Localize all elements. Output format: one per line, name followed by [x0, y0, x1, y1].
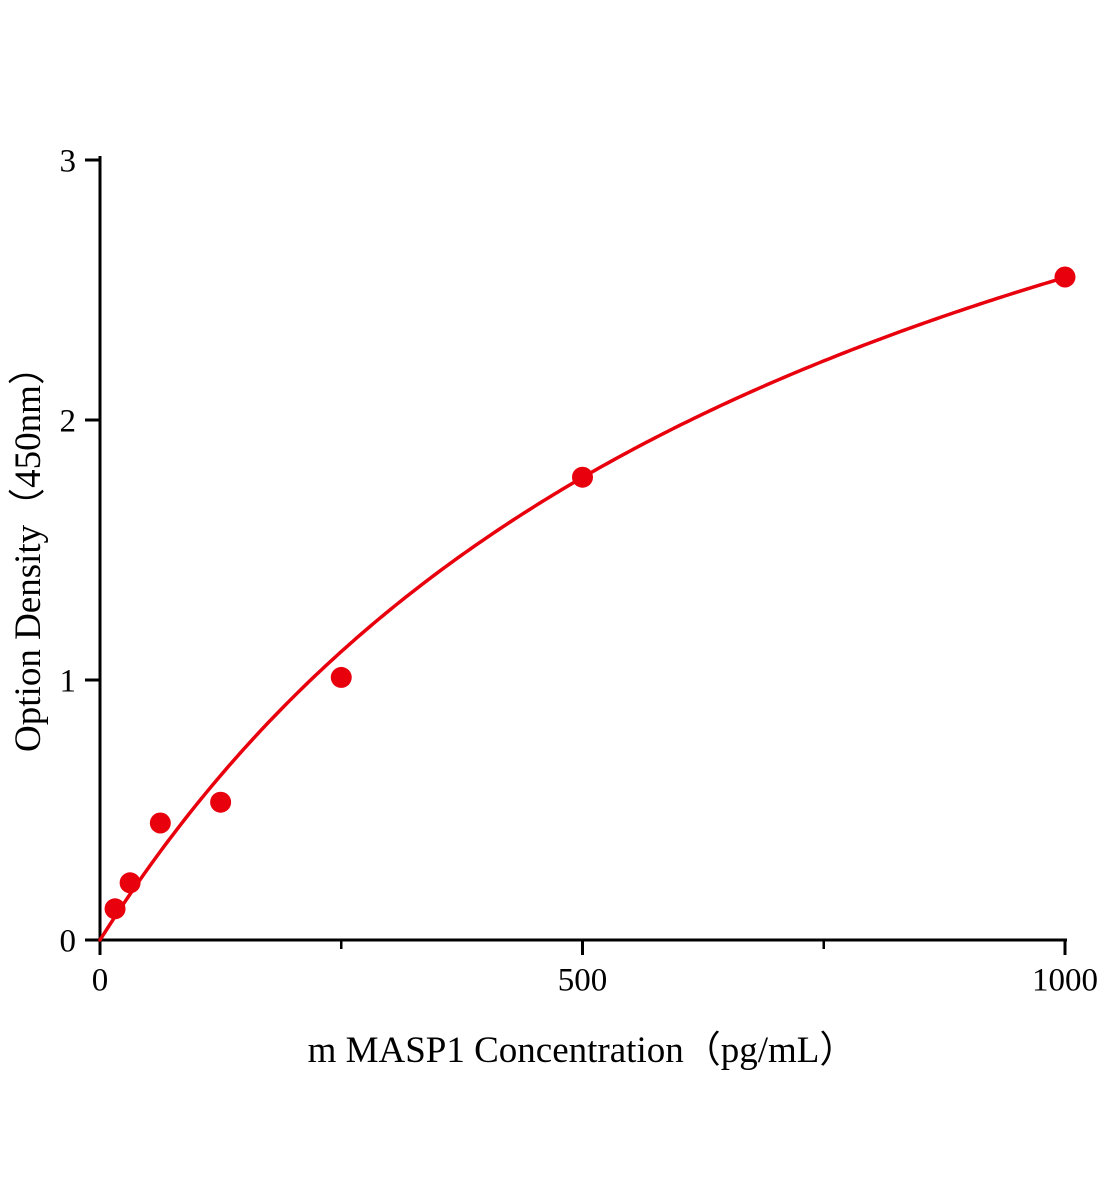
y-tick-label: 0: [60, 924, 77, 960]
y-tick-label: 3: [60, 144, 77, 180]
data-point: [572, 466, 593, 488]
data-point: [104, 898, 126, 920]
data-point: [1054, 266, 1076, 288]
plot-area: 0 500 1000 0 1 2 3: [60, 144, 1099, 999]
data-point: [330, 666, 352, 688]
data-point: [149, 812, 171, 834]
data-point: [119, 872, 141, 894]
y-tick-label: 1: [60, 664, 77, 700]
fit-curve: [98, 275, 1067, 942]
y-tick-label: 2: [60, 404, 77, 440]
axes-spines: [98, 156, 1067, 942]
y-axis-label: Option Density（450nm）: [8, 348, 49, 752]
x-axis-label: m MASP1 Concentration（pg/mL）: [308, 1030, 857, 1071]
x-tick-label: 0: [92, 962, 109, 998]
x-tick-label: 500: [558, 962, 608, 998]
data-point: [210, 791, 232, 813]
x-tick-label: 1000: [1032, 962, 1098, 998]
